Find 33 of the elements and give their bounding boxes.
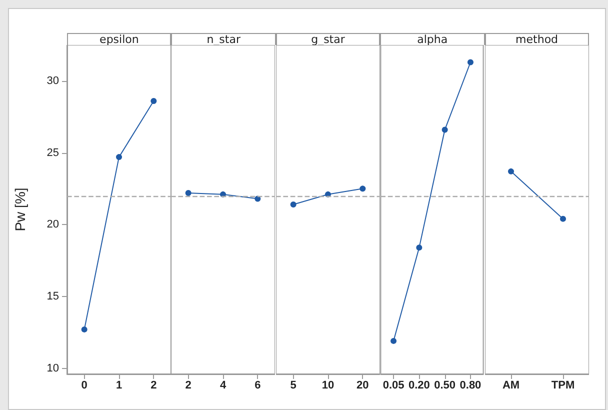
x-tick-label: 0.80 [460, 380, 482, 392]
chart-title: n_star [171, 33, 276, 46]
x-tick-label: 0.50 [434, 380, 456, 392]
x-tick-label: 0.05 [383, 380, 404, 392]
point [390, 338, 397, 344]
chart-title: method [484, 33, 589, 46]
x-tick-label: TPM [550, 380, 574, 392]
point [81, 326, 88, 332]
point [442, 126, 448, 133]
x-tick-label: 5 [290, 380, 296, 392]
x-tick-label: 0.20 [408, 380, 430, 392]
y-tick-label: 20 [46, 218, 59, 231]
x-tick-label: AM [502, 380, 520, 392]
x-tick-label: 4 [220, 380, 228, 392]
chart-title: alpha [380, 33, 485, 46]
point [468, 59, 474, 66]
x-tick-label: 2 [186, 380, 192, 392]
y-tick-label: 30 [46, 74, 59, 87]
y-tick-label: 10 [46, 362, 59, 374]
x-tick-label: 6 [254, 380, 262, 392]
x-tick-label: 20 [356, 380, 369, 392]
y-axis-title: Pw [%] [12, 188, 28, 232]
x-tick-label: 10 [322, 380, 334, 392]
x-tick-label: 1 [116, 380, 122, 392]
y-tick-label: 15 [46, 290, 59, 302]
x-tick-label: 0 [81, 380, 88, 392]
chart-title: epsilon [67, 33, 172, 46]
y-tick-label: 25 [46, 146, 59, 159]
point [416, 244, 422, 251]
chart-title: g_star [276, 33, 380, 46]
point [116, 154, 122, 160]
point [150, 98, 157, 104]
x-tick-label: 2 [150, 380, 157, 392]
